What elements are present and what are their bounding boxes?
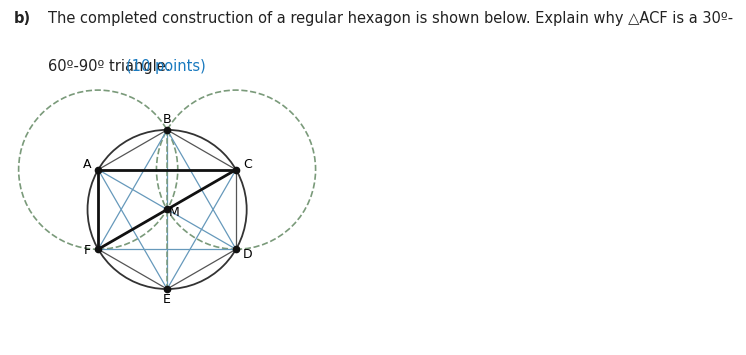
Text: b): b) bbox=[13, 11, 31, 26]
Text: 60º-90º triangle.: 60º-90º triangle. bbox=[48, 59, 175, 73]
Text: D: D bbox=[242, 247, 252, 261]
Text: The completed construction of a regular hexagon is shown below. Explain why △ACF: The completed construction of a regular … bbox=[48, 11, 733, 26]
Text: F: F bbox=[84, 244, 90, 257]
Text: E: E bbox=[163, 293, 171, 306]
Text: A: A bbox=[83, 158, 91, 171]
Text: B: B bbox=[163, 113, 172, 126]
Text: (10 points): (10 points) bbox=[126, 59, 206, 73]
Text: M: M bbox=[169, 206, 180, 219]
Text: C: C bbox=[242, 158, 251, 171]
